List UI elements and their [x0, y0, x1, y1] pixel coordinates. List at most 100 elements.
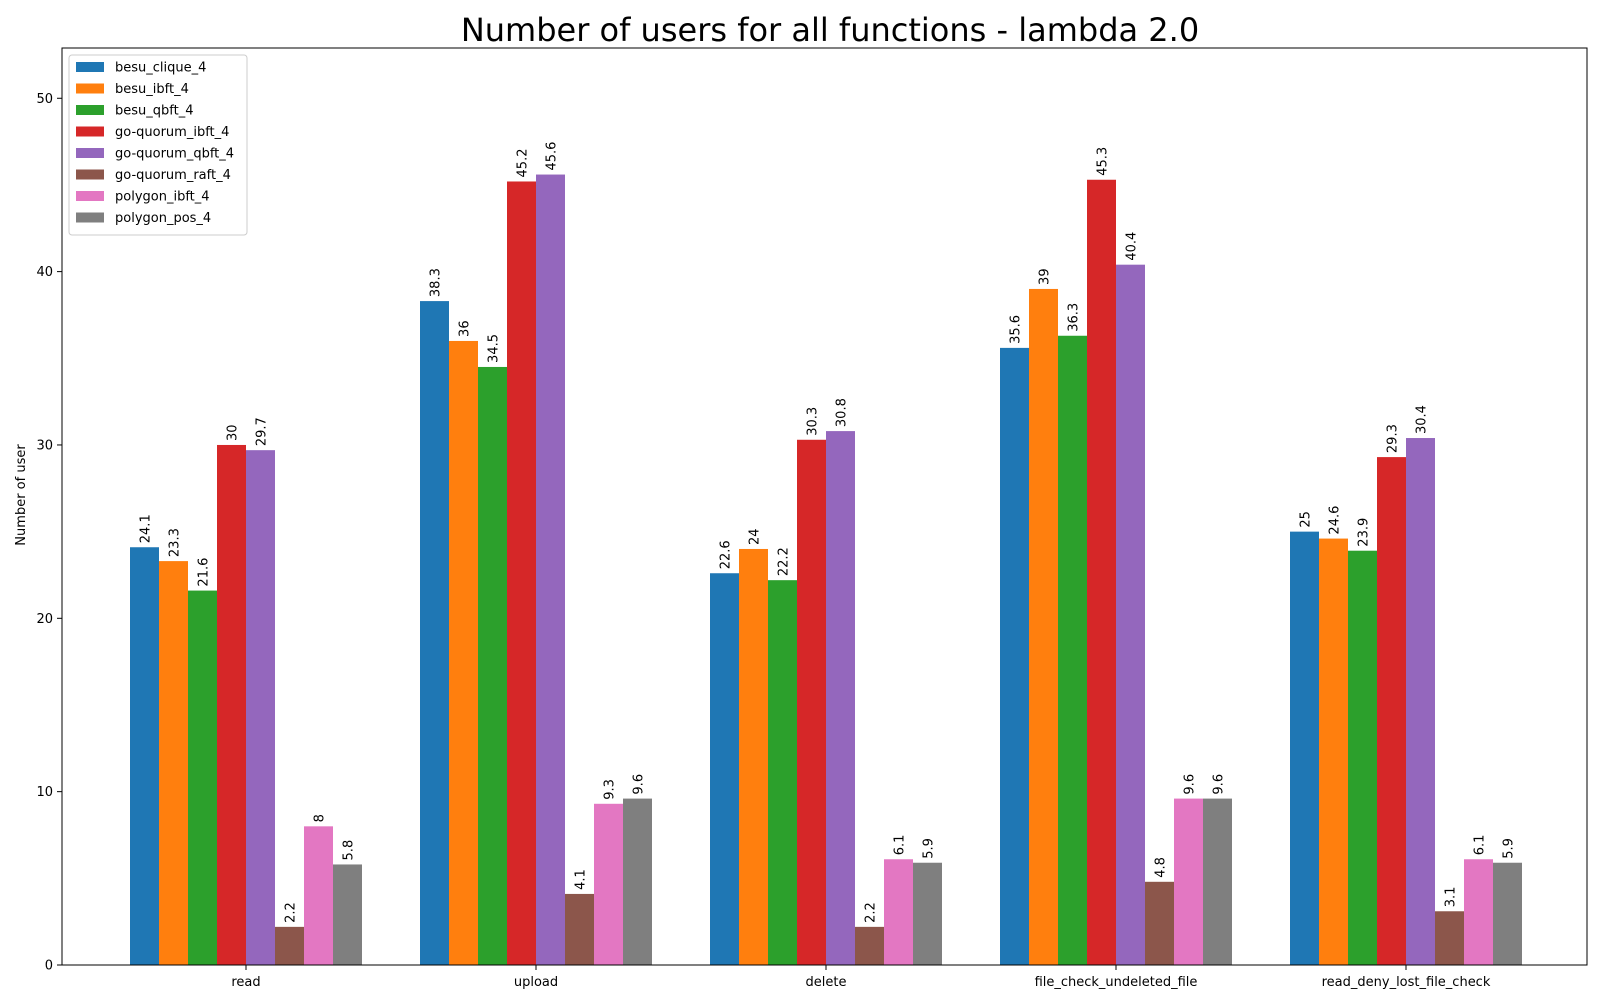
value-label-go-quorum_qbft_4-file_check_undeleted_file: 40.4 — [1125, 232, 1140, 261]
bar-besu_qbft_4-file_check_undeleted_file — [1058, 335, 1087, 965]
value-label-besu_qbft_4-file_check_undeleted_file: 36.3 — [1067, 303, 1082, 332]
bar-go-quorum_raft_4-read — [275, 926, 304, 965]
value-label-go-quorum_raft_4-read: 2.2 — [284, 902, 299, 923]
value-label-go-quorum_qbft_4-read: 29.7 — [255, 417, 270, 446]
legend-swatch-besu_clique_4 — [76, 62, 104, 72]
legend-label-polygon_pos_4: polygon_pos_4 — [115, 211, 211, 226]
bar-go-quorum_qbft_4-delete — [826, 431, 855, 966]
bar-besu_ibft_4-read_deny_lost_file_check — [1319, 538, 1348, 965]
value-label-go-quorum_ibft_4-file_check_undeleted_file: 45.3 — [1096, 147, 1111, 176]
plot-frame — [61, 47, 1588, 966]
value-label-go-quorum_ibft_4-read_deny_lost_file_check: 29.3 — [1386, 424, 1401, 453]
bar-besu_qbft_4-read_deny_lost_file_check — [1348, 550, 1377, 965]
y-tick-label-50: 50 — [36, 92, 53, 107]
value-label-besu_qbft_4-delete: 22.2 — [777, 547, 792, 576]
value-label-besu_clique_4-read_deny_lost_file_check: 25 — [1299, 511, 1314, 528]
bar-go-quorum_raft_4-file_check_undeleted_file — [1145, 881, 1174, 965]
bar-besu_ibft_4-read — [159, 561, 188, 965]
bar-polygon_pos_4-delete — [913, 862, 942, 965]
bar-go-quorum_ibft_4-read_deny_lost_file_check — [1377, 457, 1406, 965]
value-label-besu_qbft_4-upload: 34.5 — [487, 334, 502, 363]
legend-box — [68, 54, 248, 236]
bar-besu_ibft_4-upload — [449, 340, 478, 966]
legend-label-go-quorum_qbft_4: go-quorum_qbft_4 — [115, 147, 234, 162]
value-label-polygon_ibft_4-delete: 6.1 — [893, 835, 908, 856]
y-tick-label-0: 0 — [45, 959, 53, 974]
legend-swatch-go-quorum_qbft_4 — [76, 148, 104, 158]
bar-go-quorum_ibft_4-read — [217, 444, 246, 966]
value-label-besu_ibft_4-upload: 36 — [458, 320, 473, 337]
chart-title: Number of users for all functions - lamb… — [461, 11, 1199, 49]
y-tick-label-10: 10 — [36, 785, 53, 800]
x-tick-label-read_deny_lost_file_check: read_deny_lost_file_check — [1322, 975, 1491, 990]
value-label-besu_qbft_4-read: 21.6 — [197, 558, 212, 587]
bar-polygon_pos_4-upload — [623, 798, 652, 965]
bar-polygon_pos_4-read_deny_lost_file_check — [1493, 862, 1522, 965]
bar-go-quorum_qbft_4-upload — [536, 174, 565, 965]
legend-swatch-besu_qbft_4 — [76, 105, 104, 115]
bar-polygon_pos_4-file_check_undeleted_file — [1203, 798, 1232, 965]
value-label-besu_ibft_4-read: 23.3 — [168, 528, 183, 557]
legend-label-go-quorum_ibft_4: go-quorum_ibft_4 — [115, 125, 229, 140]
legend-label-besu_clique_4: besu_clique_4 — [115, 61, 206, 76]
legend-label-besu_qbft_4: besu_qbft_4 — [115, 104, 193, 119]
legend-swatch-go-quorum_ibft_4 — [76, 126, 104, 137]
bar-polygon_ibft_4-upload — [594, 803, 623, 965]
value-label-go-quorum_raft_4-upload: 4.1 — [574, 869, 589, 890]
x-axis: read upload delete file_check_undeleted_fil… — [231, 965, 1491, 990]
value-label-polygon_ibft_4-upload: 9.3 — [603, 779, 618, 800]
bar-go-quorum_raft_4-delete — [855, 926, 884, 965]
legend-swatch-besu_ibft_4 — [76, 83, 104, 94]
value-label-besu_ibft_4-delete: 24 — [748, 528, 763, 545]
value-label-polygon_ibft_4-read: 8 — [313, 814, 328, 822]
value-label-besu_clique_4-delete: 22.6 — [719, 540, 734, 569]
bar-go-quorum_ibft_4-upload — [507, 181, 536, 965]
bar-go-quorum_qbft_4-read — [246, 450, 275, 965]
y-axis-label: Number of user — [14, 444, 29, 546]
bar-polygon_ibft_4-read_deny_lost_file_check — [1464, 859, 1493, 965]
bar-go-quorum_ibft_4-file_check_undeleted_file — [1087, 179, 1116, 965]
bar-besu_qbft_4-delete — [768, 580, 797, 965]
legend-label-besu_ibft_4: besu_ibft_4 — [115, 82, 189, 97]
bar-besu_clique_4-file_check_undeleted_file — [1000, 347, 1029, 966]
value-label-go-quorum_ibft_4-delete: 30.3 — [806, 407, 821, 436]
value-label-polygon_pos_4-read_deny_lost_file_check: 5.9 — [1502, 838, 1517, 859]
bar-besu_clique_4-read_deny_lost_file_check — [1290, 531, 1319, 965]
bar-go-quorum_raft_4-upload — [565, 893, 594, 965]
bar-go-quorum_qbft_4-file_check_undeleted_file — [1116, 264, 1145, 965]
bar-besu_clique_4-read — [130, 547, 159, 965]
x-tick-label-delete: delete — [806, 975, 847, 990]
value-label-besu_clique_4-read: 24.1 — [139, 514, 154, 543]
y-tick-label-30: 30 — [36, 438, 53, 453]
bar-polygon_pos_4-read — [333, 864, 362, 965]
value-label-besu_ibft_4-read_deny_lost_file_check: 24.6 — [1328, 506, 1343, 535]
x-tick-label-upload: upload — [514, 975, 558, 990]
bar-besu_clique_4-upload — [420, 301, 449, 965]
value-label-go-quorum_ibft_4-upload: 45.2 — [516, 149, 531, 178]
bar-besu_qbft_4-upload — [478, 366, 507, 965]
bar-besu_ibft_4-delete — [739, 548, 768, 965]
bar-besu_clique_4-delete — [710, 573, 739, 965]
x-tick-label-read: read — [231, 975, 260, 990]
value-label-polygon_pos_4-delete: 5.9 — [922, 838, 937, 859]
legend-label-go-quorum_raft_4: go-quorum_raft_4 — [115, 168, 231, 183]
bar-go-quorum_ibft_4-delete — [797, 439, 826, 965]
bar-polygon_ibft_4-read — [304, 826, 333, 965]
value-label-besu_clique_4-upload: 38.3 — [429, 268, 444, 297]
value-label-polygon_pos_4-file_check_undeleted_file: 9.6 — [1212, 774, 1227, 795]
legend-swatch-go-quorum_raft_4 — [76, 169, 104, 180]
y-tick-label-20: 20 — [36, 612, 53, 627]
bars-layer — [130, 174, 1522, 966]
value-label-go-quorum_raft_4-file_check_undeleted_file: 4.8 — [1154, 857, 1169, 878]
bar-polygon_ibft_4-delete — [884, 859, 913, 965]
value-label-go-quorum_raft_4-delete: 2.2 — [864, 902, 879, 923]
value-label-go-quorum_qbft_4-delete: 30.8 — [835, 398, 850, 427]
value-label-polygon_pos_4-read: 5.8 — [342, 840, 357, 861]
value-label-besu_ibft_4-file_check_undeleted_file: 39 — [1038, 268, 1053, 285]
value-label-go-quorum_raft_4-read_deny_lost_file_check: 3.1 — [1444, 887, 1459, 908]
legend: besu_clique_4 besu_ibft_4 besu_qbft_4 go-qu… — [68, 54, 248, 236]
y-tick-label-40: 40 — [36, 265, 53, 280]
bar-besu_ibft_4-file_check_undeleted_file — [1029, 288, 1058, 966]
value-label-besu_qbft_4-read_deny_lost_file_check: 23.9 — [1357, 518, 1372, 547]
